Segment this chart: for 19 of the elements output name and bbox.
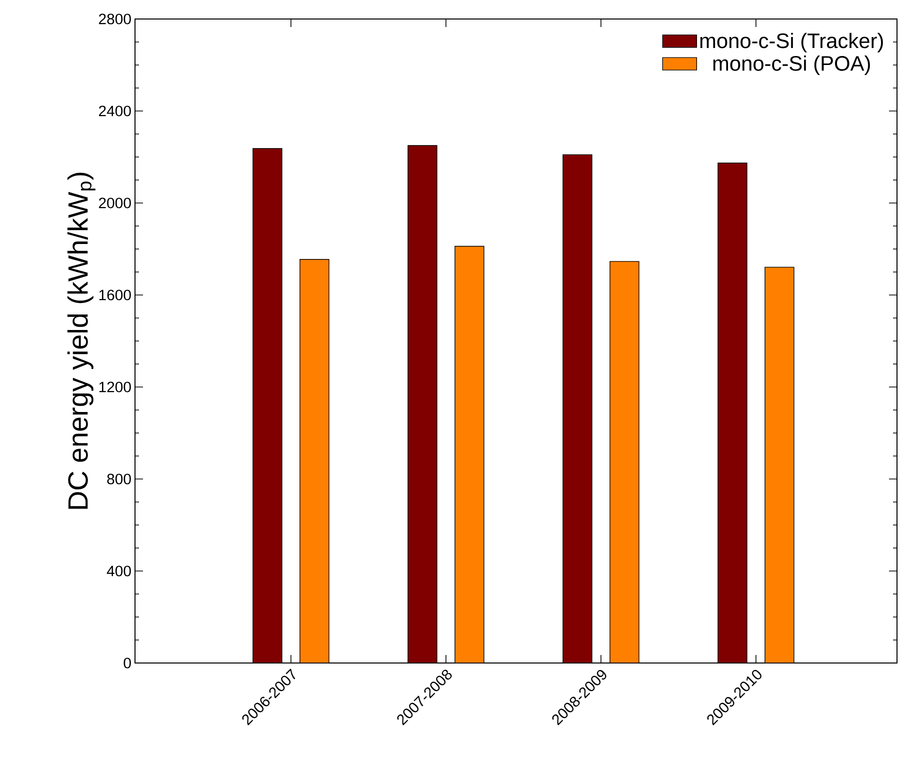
y-tick-label: 1600: [99, 290, 131, 300]
y-tick-label: 800: [107, 474, 131, 484]
bar: [718, 162, 748, 663]
bar: [764, 266, 794, 663]
bar: [408, 145, 438, 663]
bar: [252, 148, 282, 663]
y-tick-label: 1200: [99, 382, 131, 392]
bar: [454, 246, 484, 663]
bar: [562, 154, 592, 663]
y-tick-label: 2800: [98, 14, 131, 24]
bar: [300, 258, 330, 663]
legend-label: mono-c-Si (POA): [713, 55, 870, 75]
y-axis-title: DC energy yield (kWh/kW$_{p}$): [67, 172, 96, 509]
y-tick-label: 2000: [98, 198, 131, 208]
bar: [610, 261, 640, 663]
y-tick-label: 0: [124, 658, 131, 668]
y-tick-label: 2400: [98, 106, 131, 116]
y-tick-label: 400: [106, 566, 131, 576]
legend-label: mono-c-Si (Tracker): [700, 32, 883, 52]
